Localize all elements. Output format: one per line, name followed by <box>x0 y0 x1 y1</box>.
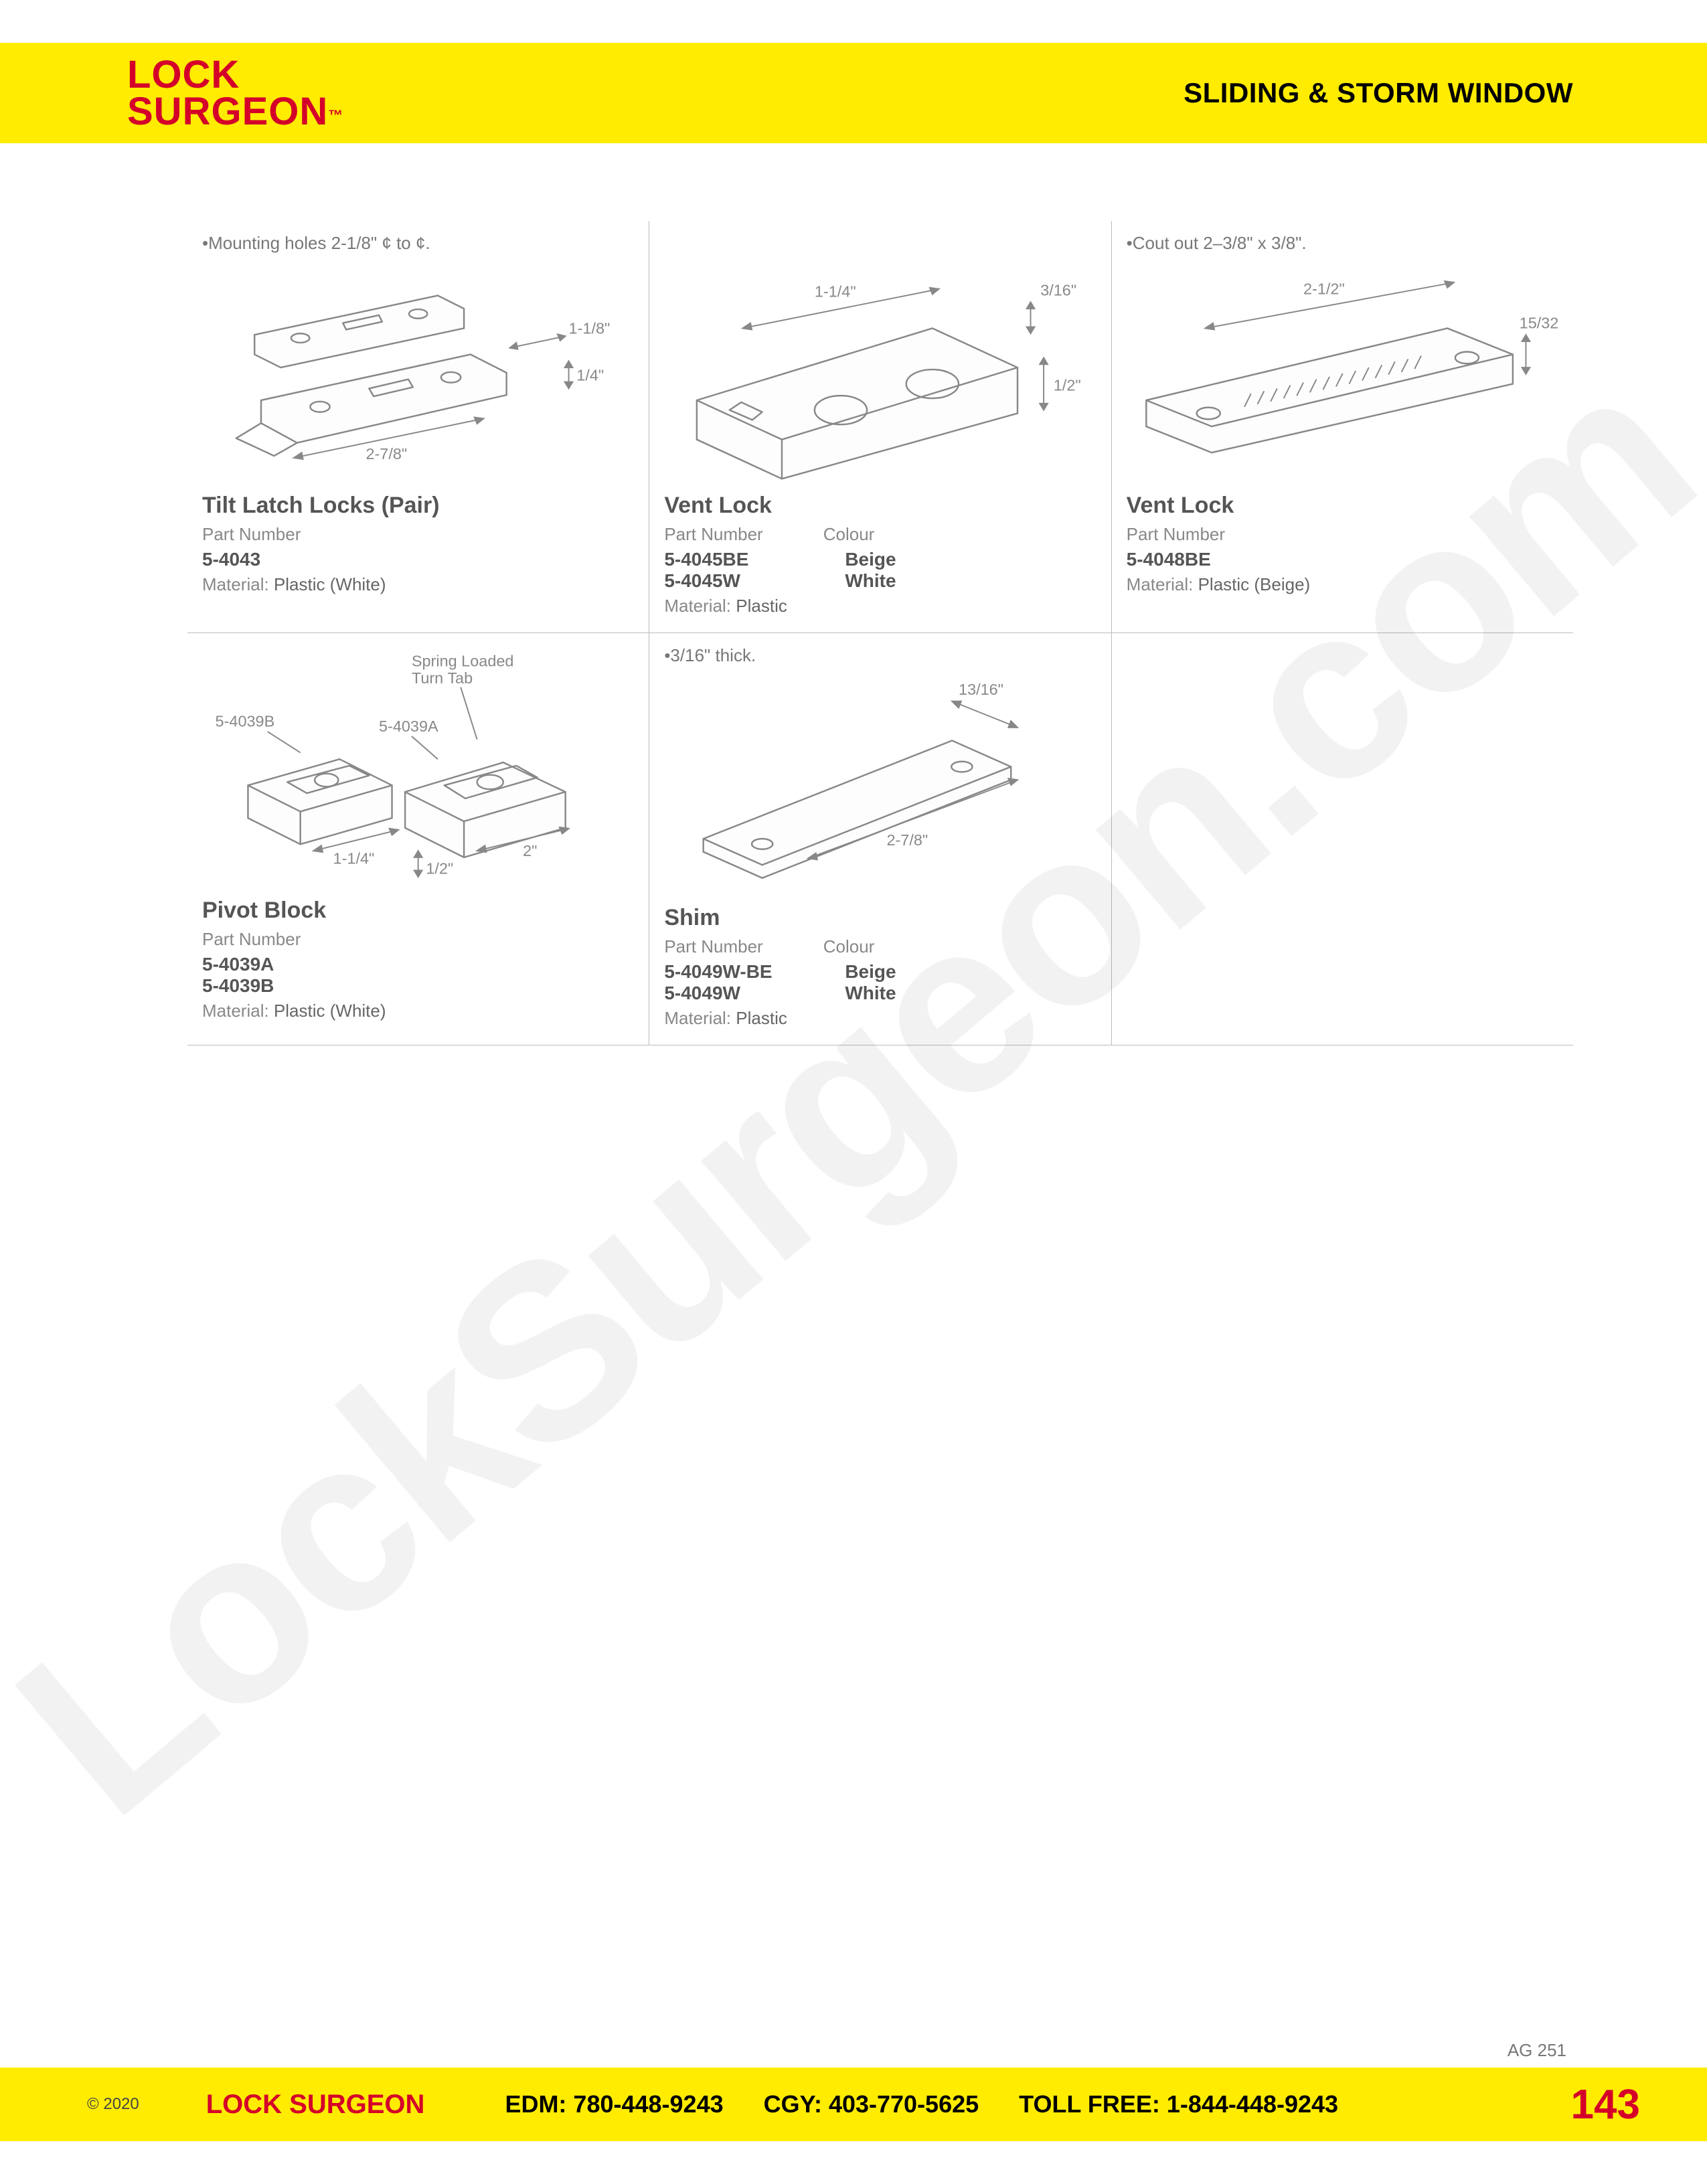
material-line: Material: Plastic (White) <box>202 574 634 595</box>
copyright: © 2020 <box>87 2095 139 2114</box>
page-footer: © 2020 LOCK SURGEON EDM: 780-448-9243 CG… <box>0 2068 1707 2141</box>
part-number: 5-4049W-BE <box>664 961 785 983</box>
product-title: Tilt Latch Locks (Pair) <box>202 493 634 519</box>
diagram-pivot-block: Spring Loaded Turn Tab 5-4039B 5-4039A <box>202 645 634 886</box>
footer-cgy: CGY: 403-770-5625 <box>764 2090 979 2118</box>
part-label: 5-4039B <box>216 712 275 730</box>
dim-label: 2-1/2" <box>1303 280 1345 298</box>
dim-label: 1/4" <box>576 367 604 384</box>
product-row: •Mounting holes 2-1/8" ¢ to ¢. <box>187 221 1573 633</box>
part-label: 5-4039A <box>379 718 438 735</box>
product-title: Pivot Block <box>202 898 634 924</box>
part-colour: Beige <box>845 549 896 570</box>
dim-label: 2" <box>523 842 537 859</box>
product-cell-shim: •3/16" thick. 13/16" 2-7/8" Shim Part Nu… <box>649 633 1111 1045</box>
product-cell-vent-lock-2: •Cout out 2–3/8" x 3/8". <box>1112 221 1573 633</box>
brand-logo: LOCK SURGEON™ <box>127 56 343 130</box>
part-number: 5-4049W <box>664 983 785 1004</box>
diagram-vent-lock-2: 2-1/2" 15/32" <box>1127 260 1558 481</box>
product-row: Spring Loaded Turn Tab 5-4039B 5-4039A <box>187 633 1573 1045</box>
part-colour: Beige <box>845 961 896 983</box>
product-cell-pivot-block: Spring Loaded Turn Tab 5-4039B 5-4039A <box>187 633 649 1045</box>
footer-brand: LOCK SURGEON <box>206 2090 425 2120</box>
material-line: Material: Plastic (White) <box>202 1001 634 1021</box>
logo-tm: ™ <box>328 107 343 124</box>
material-line: Material: Plastic <box>664 1008 1096 1029</box>
dim-label: 1-1/4" <box>333 850 375 867</box>
product-cell-empty <box>1112 633 1573 1045</box>
part-number: 5-4039A <box>202 954 323 975</box>
part-number: 5-4048BE <box>1127 549 1247 570</box>
label-part-number: Part Number <box>202 929 301 950</box>
ag-code: AG 251 <box>1508 2040 1566 2061</box>
product-note: •3/16" thick. <box>664 645 1096 666</box>
diagram-shim: 13/16" 2-7/8" <box>664 673 1096 894</box>
product-note: •Cout out 2–3/8" x 3/8". <box>1127 233 1558 254</box>
product-note <box>664 233 1096 254</box>
page-header: LOCK SURGEON™ SLIDING & STORM WINDOW <box>0 43 1707 143</box>
product-title: Vent Lock <box>664 493 1096 519</box>
logo-line2: SURGEON <box>127 90 328 133</box>
logo-line1: LOCK <box>127 56 343 93</box>
label-part-number: Part Number <box>202 524 301 545</box>
product-title: Shim <box>664 905 1096 931</box>
dim-label: 2-7/8" <box>887 831 928 849</box>
footer-toll: TOLL FREE: 1-844-448-9243 <box>1019 2090 1338 2118</box>
callout-label: Spring Loaded <box>412 652 514 669</box>
label-colour: Colour <box>823 524 875 545</box>
dim-label: 1/2" <box>426 859 453 877</box>
diagram-vent-lock-1: 1-1/4" 3/16" 1/2" <box>664 260 1096 481</box>
footer-edm: EDM: 780-448-9243 <box>505 2090 723 2118</box>
product-cell-tilt-latch: •Mounting holes 2-1/8" ¢ to ¢. <box>187 221 649 633</box>
part-colour: White <box>845 570 896 592</box>
material-line: Material: Plastic (Beige) <box>1127 574 1558 595</box>
part-number: 5-4045W <box>664 570 785 592</box>
product-title: Vent Lock <box>1127 493 1558 519</box>
dim-label: 1-1/8" <box>569 319 611 337</box>
part-number: 5-4043 <box>202 549 323 570</box>
part-number: 5-4039B <box>202 975 323 997</box>
part-number: 5-4045BE <box>664 549 785 570</box>
label-part-number: Part Number <box>1127 524 1225 545</box>
catalog-content: •Mounting holes 2-1/8" ¢ to ¢. <box>187 221 1573 1045</box>
part-colour: White <box>845 983 896 1004</box>
dim-label: 2-7/8" <box>365 445 407 463</box>
label-colour: Colour <box>823 936 875 957</box>
dim-label: 3/16" <box>1041 282 1077 299</box>
label-part-number: Part Number <box>664 524 762 545</box>
dim-label: 15/32" <box>1519 314 1558 331</box>
dim-label: 1/2" <box>1054 376 1081 394</box>
diagram-tilt-latch: 1-1/8" 1/4" 2-7/8" <box>202 260 634 481</box>
material-line: Material: Plastic <box>664 596 1096 616</box>
page-number: 143 <box>1571 2081 1640 2128</box>
product-note: •Mounting holes 2-1/8" ¢ to ¢. <box>202 233 634 254</box>
header-title: SLIDING & STORM WINDOW <box>1184 77 1573 109</box>
dim-label: 13/16" <box>959 681 1003 698</box>
label-part-number: Part Number <box>664 936 762 957</box>
dim-label: 1-1/4" <box>815 283 856 301</box>
product-cell-vent-lock-1: 1-1/4" 3/16" 1/2" Vent Lock Part Number … <box>649 221 1111 633</box>
callout-label: Turn Tab <box>412 669 473 687</box>
